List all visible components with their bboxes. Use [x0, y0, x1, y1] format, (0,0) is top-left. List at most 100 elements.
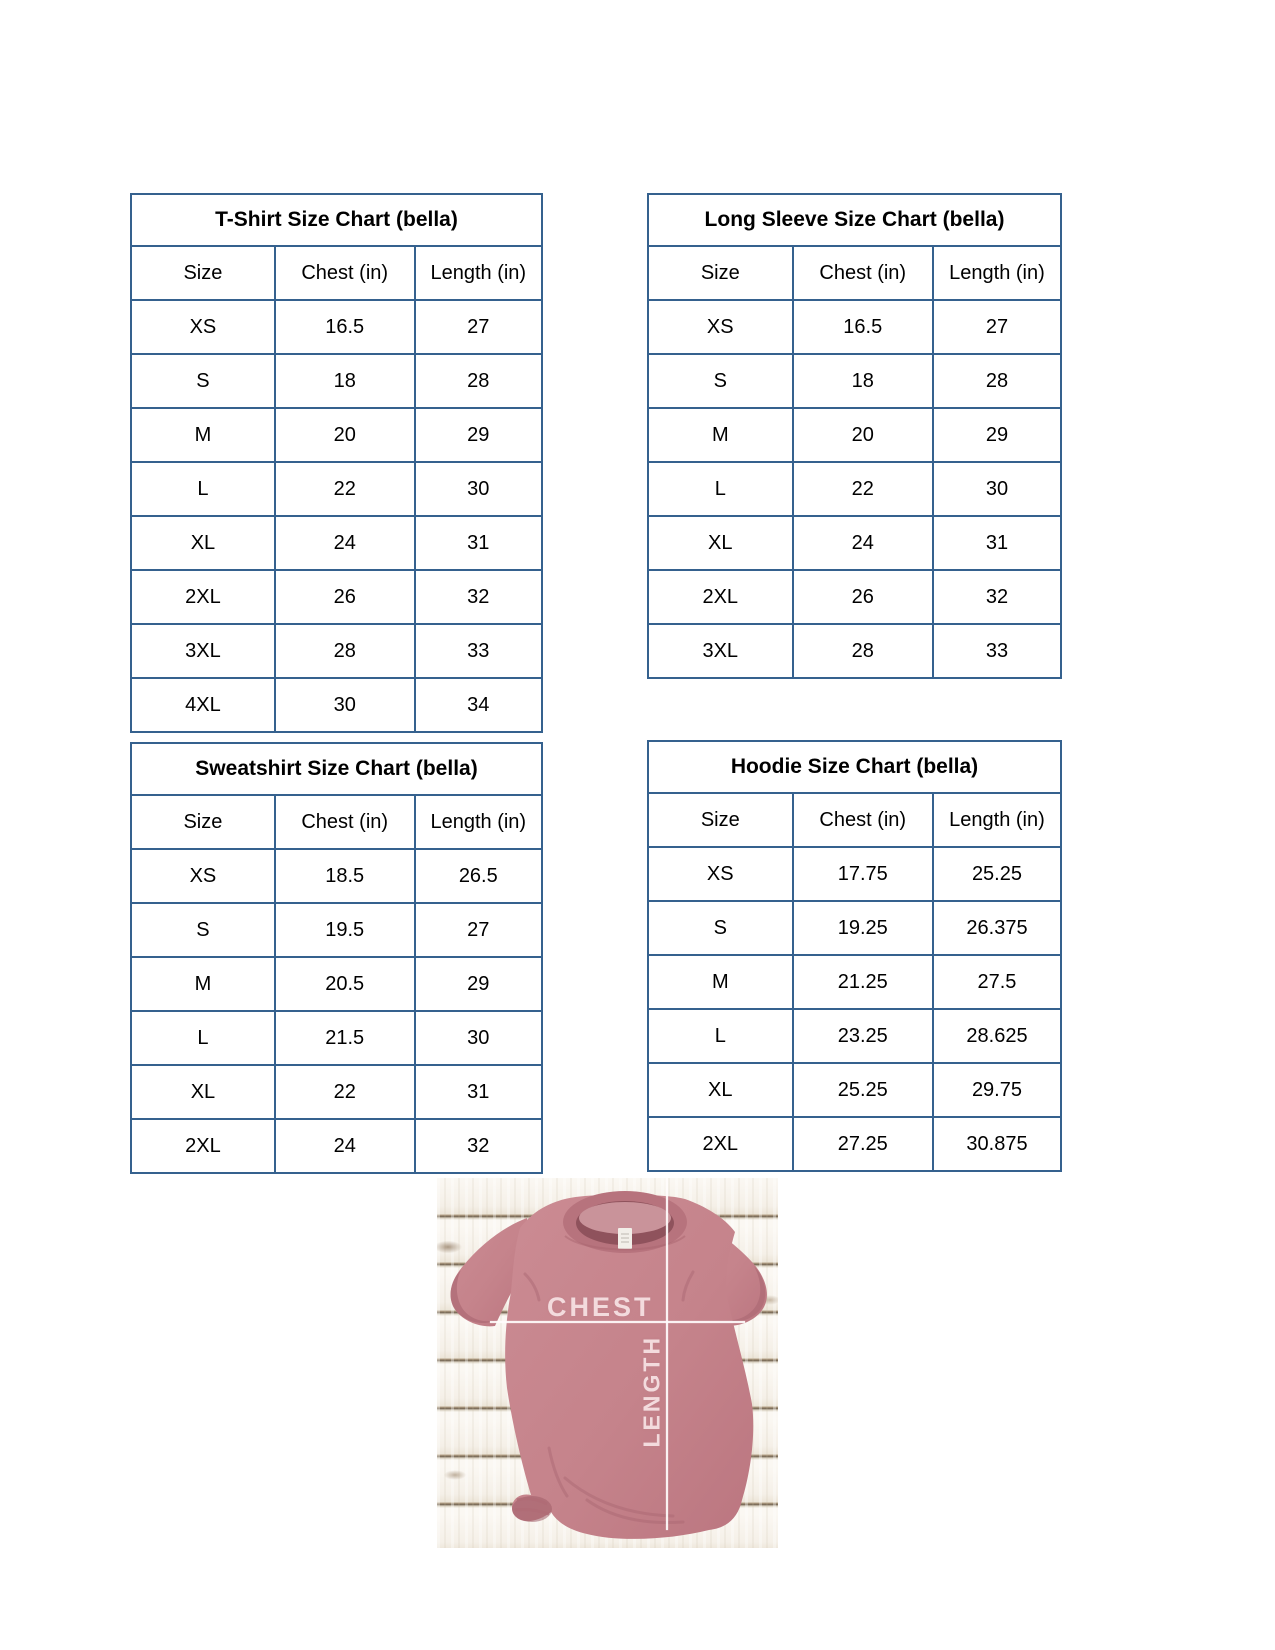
- cell-length: 26.5: [413, 848, 544, 904]
- table-row: S 19.5 27: [130, 902, 544, 958]
- cell-size: 2XL: [130, 569, 276, 625]
- tshirt-graphic: [450, 1191, 767, 1539]
- table-header-row: Size Chest (in) Length (in): [130, 794, 544, 850]
- cell-chest: 16.5: [273, 299, 416, 355]
- column-header-chest: Chest (in): [273, 794, 416, 850]
- table-row: L 23.25 28.625: [647, 1008, 1063, 1064]
- table-title-row: Hoodie Size Chart (bella): [647, 740, 1062, 794]
- table-title: Hoodie Size Chart (bella): [647, 740, 1062, 794]
- cell-size: 2XL: [647, 569, 794, 625]
- cell-length: 30: [931, 461, 1063, 517]
- cell-chest: 24: [273, 1118, 416, 1174]
- cell-size: L: [647, 1008, 794, 1064]
- table-row: XL 25.25 29.75: [647, 1062, 1063, 1118]
- column-header-size: Size: [647, 792, 794, 848]
- cell-chest: 17.75: [791, 846, 934, 902]
- column-header-size: Size: [647, 245, 794, 301]
- cell-chest: 18.5: [273, 848, 416, 904]
- table-row: 2XL 26 32: [130, 569, 544, 625]
- cell-length: 30: [413, 461, 544, 517]
- fold-shading: [523, 1270, 695, 1524]
- cell-length: 32: [413, 1118, 544, 1174]
- table-row: XS 17.75 25.25: [647, 846, 1063, 902]
- cell-chest: 28: [273, 623, 416, 679]
- left-sleeve-cuff: [450, 1270, 495, 1324]
- cell-length: 27.5: [931, 954, 1063, 1010]
- table-row: L 21.5 30: [130, 1010, 544, 1066]
- table-row: XS 18.5 26.5: [130, 848, 544, 904]
- cell-chest: 20.5: [273, 956, 416, 1012]
- column-header-length: Length (in): [413, 794, 544, 850]
- cell-chest: 30: [273, 677, 416, 733]
- cell-size: M: [647, 954, 794, 1010]
- table-header-row: Size Chest (in) Length (in): [130, 245, 544, 301]
- tshirt-body: [505, 1194, 754, 1539]
- cell-size: M: [130, 407, 276, 463]
- chest-measurement-line: [490, 1321, 745, 1323]
- cell-length: 29: [931, 407, 1063, 463]
- table-row: L 22 30: [647, 461, 1063, 517]
- cell-size: M: [647, 407, 794, 463]
- cell-chest: 22: [273, 461, 416, 517]
- cell-size: 3XL: [647, 623, 794, 679]
- cell-chest: 22: [791, 461, 934, 517]
- column-header-length: Length (in): [931, 245, 1063, 301]
- cell-chest: 24: [791, 515, 934, 571]
- cell-size: XL: [647, 515, 794, 571]
- cell-chest: 26: [791, 569, 934, 625]
- left-sleeve: [450, 1218, 527, 1327]
- collar-inside-back: [579, 1202, 671, 1234]
- cell-length: 28: [931, 353, 1063, 409]
- length-label: LENGTH: [638, 1334, 665, 1448]
- cell-length: 31: [413, 1064, 544, 1120]
- cell-length: 29.75: [931, 1062, 1063, 1118]
- table-title: Sweatshirt Size Chart (bella): [130, 742, 543, 796]
- column-header-length: Length (in): [413, 245, 544, 301]
- table-row: XL 22 31: [130, 1064, 544, 1120]
- cell-size: S: [130, 353, 276, 409]
- cell-length: 30: [413, 1010, 544, 1066]
- table-title-row: Sweatshirt Size Chart (bella): [130, 742, 543, 796]
- cell-length: 31: [413, 515, 544, 571]
- cell-length: 30.875: [931, 1116, 1063, 1172]
- table-title-row: Long Sleeve Size Chart (bella): [647, 193, 1062, 247]
- cell-chest: 20: [273, 407, 416, 463]
- right-sleeve-cuff: [723, 1266, 766, 1322]
- cell-size: S: [647, 900, 794, 956]
- cell-size: XS: [130, 299, 276, 355]
- cell-length: 27: [413, 902, 544, 958]
- cell-length: 28: [413, 353, 544, 409]
- cell-size: XL: [130, 1064, 276, 1120]
- cell-chest: 24: [273, 515, 416, 571]
- cell-size: XS: [647, 846, 794, 902]
- table-title: Long Sleeve Size Chart (bella): [647, 193, 1062, 247]
- cell-chest: 25.25: [791, 1062, 934, 1118]
- cell-size: L: [130, 461, 276, 517]
- cell-length: 27: [413, 299, 544, 355]
- table-row: 3XL 28 33: [130, 623, 544, 679]
- cell-size: M: [130, 956, 276, 1012]
- column-header-size: Size: [130, 245, 276, 301]
- table-title: T-Shirt Size Chart (bella): [130, 193, 543, 247]
- table-row: XL 24 31: [130, 515, 544, 571]
- cell-length: 25.25: [931, 846, 1063, 902]
- column-header-chest: Chest (in): [791, 792, 934, 848]
- column-header-length: Length (in): [931, 792, 1063, 848]
- table-title-row: T-Shirt Size Chart (bella): [130, 193, 543, 247]
- collar-seam: [564, 1235, 686, 1251]
- table-row: S 19.25 26.375: [647, 900, 1063, 956]
- cell-length: 31: [931, 515, 1063, 571]
- cell-chest: 20: [791, 407, 934, 463]
- cell-chest: 19.25: [791, 900, 934, 956]
- cell-length: 27: [931, 299, 1063, 355]
- cell-size: XL: [130, 515, 276, 571]
- cell-size: 2XL: [647, 1116, 794, 1172]
- cell-length: 29: [413, 956, 544, 1012]
- column-header-size: Size: [130, 794, 276, 850]
- chest-label: CHEST: [547, 1292, 654, 1322]
- table-header-row: Size Chest (in) Length (in): [647, 792, 1063, 848]
- size-chart-table-longsleeve: Long Sleeve Size Chart (bella) Size Ches…: [647, 193, 1063, 679]
- tshirt-measurement-photo: CHEST LENGTH: [437, 1178, 778, 1548]
- cell-size: 3XL: [130, 623, 276, 679]
- table-row: M 20 29: [130, 407, 544, 463]
